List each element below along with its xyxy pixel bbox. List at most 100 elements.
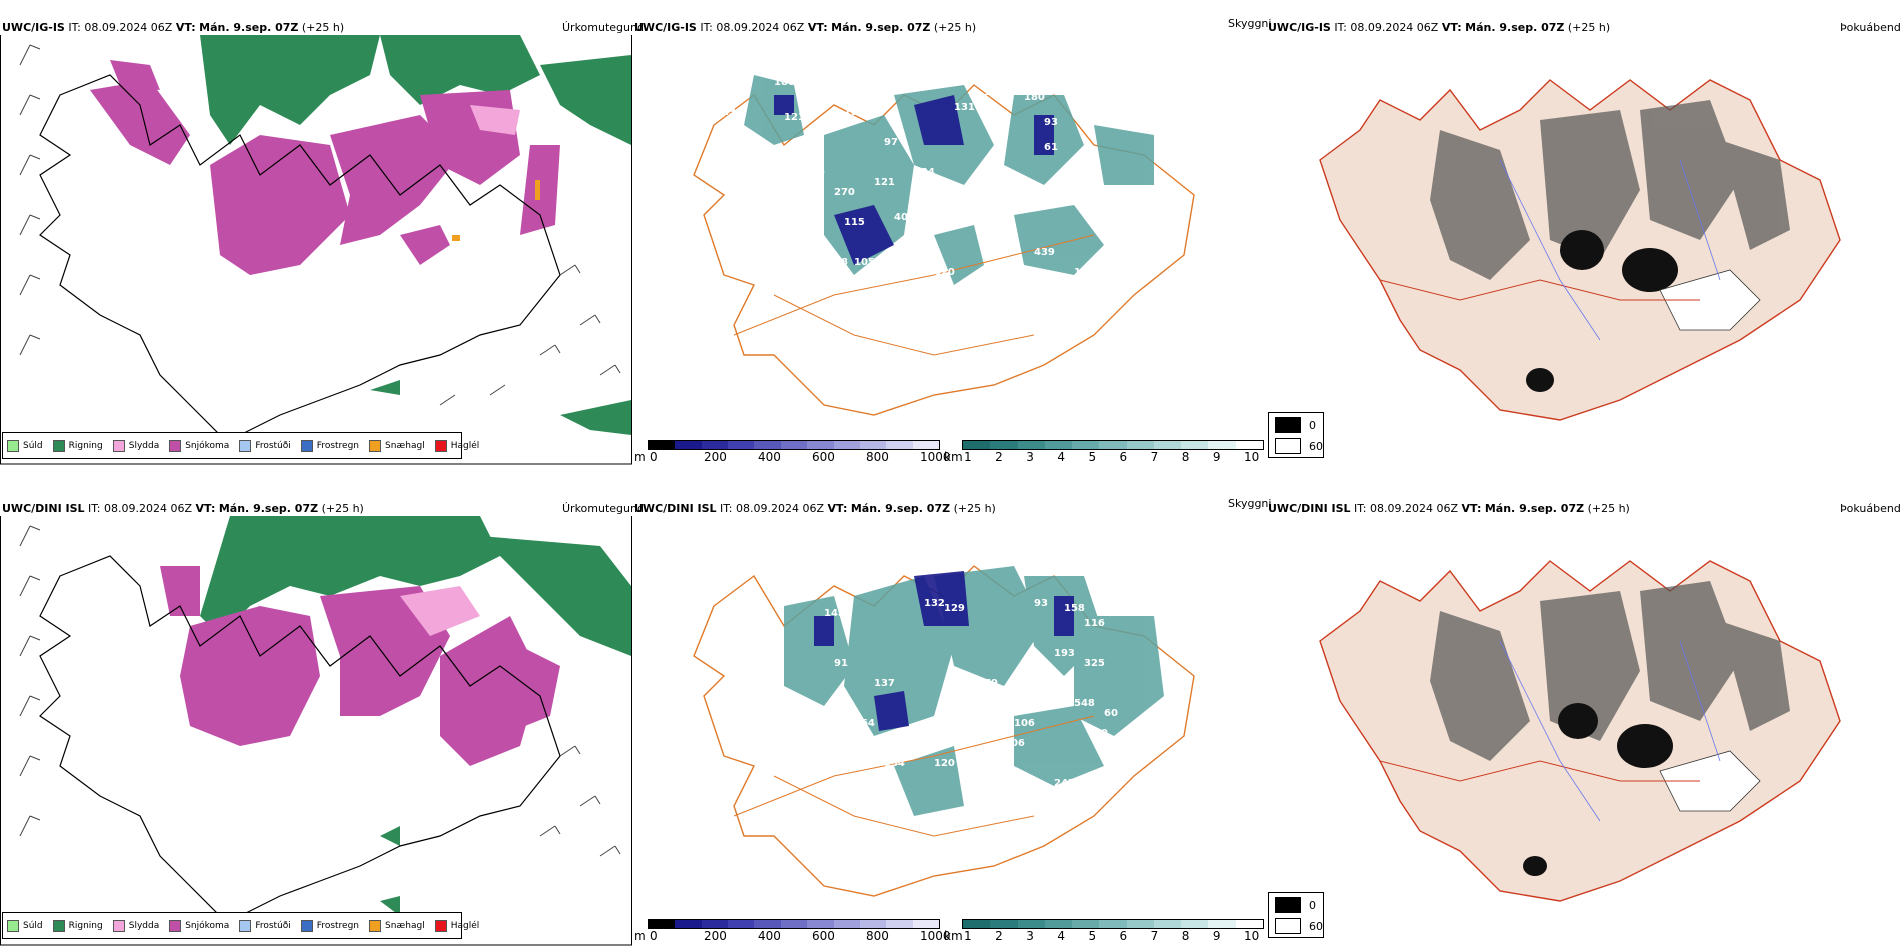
colorbar-tick: 7: [1150, 450, 1159, 464]
cloudbase-label: 106: [1014, 718, 1035, 729]
legend-item: Haglél: [434, 439, 479, 452]
cloudbase-label: 93: [1044, 117, 1058, 128]
legend-swatch: [434, 439, 447, 452]
colorbar-tick: 2: [995, 450, 1003, 464]
legend-label: Snjókoma: [185, 440, 230, 451]
colorbar-segment: [1235, 920, 1263, 928]
it-label: IT:: [68, 21, 81, 34]
fog-legend-swatch: [1275, 417, 1301, 433]
cloudbase-label: 824: [914, 167, 935, 178]
fog-header: UWC/DINI ISL IT: 08.09.2024 06Z VT: Mán.…: [1268, 502, 1630, 515]
legend-item: Rigning: [52, 919, 103, 932]
lead-time: (+25 h): [321, 502, 364, 515]
colorbar-segment: [1208, 441, 1236, 449]
cloudbase-label: 70: [1094, 728, 1108, 739]
cloudbase-label: 295: [1054, 177, 1075, 188]
cloudbase-colorbar: m 0 200 400 600 800 1000: [634, 919, 951, 947]
cloudbase-label: 91: [834, 658, 848, 669]
legend-label: Frostregn: [316, 440, 360, 451]
cloudbase-label: 129: [944, 603, 965, 614]
precip-title: Úrkomutegund: [562, 502, 644, 515]
legend-swatch: [369, 439, 382, 452]
colorbar-segment: [780, 920, 808, 928]
cloudbase-colorbar: m 0 200 400 600 800 1000: [634, 440, 951, 468]
legend-label: Rigning: [68, 440, 103, 451]
colorbar-segment: [728, 920, 755, 928]
cloudbase-label: 121: [874, 177, 895, 188]
colorbar-segment: [1181, 441, 1209, 449]
fog-legend-row: 60: [1275, 918, 1323, 934]
cloudbase-label: 325: [1084, 658, 1105, 669]
colorbar-segment: [1126, 920, 1154, 928]
colorbar-tick: 8: [1181, 450, 1190, 464]
legend-item: Súld: [7, 439, 43, 452]
colorbar-segment: [912, 920, 939, 928]
lead-time: (+25 h): [301, 21, 345, 34]
colorbar-segment: [1181, 920, 1209, 928]
cloudbase-label: 193: [994, 207, 1015, 218]
colorbar-segment: [1099, 441, 1127, 449]
colorbar-tick: 400: [758, 450, 781, 464]
colorbar-tick: 0: [650, 450, 658, 464]
vt-value: Mán. 9.sep. 07Z: [1465, 21, 1565, 34]
colorbar-segment: [649, 441, 676, 449]
cloudbase-label: 100: [984, 237, 1005, 248]
fog-header: UWC/IG-IS IT: 08.09.2024 06Z VT: Mán. 9.…: [1268, 21, 1610, 34]
cloudbase-label: 120: [934, 758, 955, 769]
legend-item: Súld: [7, 919, 43, 932]
colorbar-tick: 2: [995, 929, 1003, 943]
colorbar-segment: [886, 441, 913, 449]
colorbar-tick: 600: [812, 450, 835, 464]
precip-header: UWC/IG-IS IT: 08.09.2024 06Z VT: Mán. 9.…: [2, 21, 344, 34]
cloudbase-label: 23: [722, 107, 736, 118]
fog-legend-value: 0: [1309, 418, 1316, 432]
fog-legend-value: 60: [1309, 919, 1323, 933]
colorbar-segment: [859, 920, 887, 928]
colorbar-tick: 8: [1181, 929, 1190, 943]
vt-value: Mán. 9.sep. 07Z: [831, 21, 931, 34]
it-value: 08.09.2024 06Z: [1350, 21, 1439, 34]
it-label: IT:: [720, 502, 733, 515]
colorbar-segment: [701, 920, 729, 928]
colorbar-tick: 1000: [920, 450, 951, 464]
precip-map: [0, 516, 632, 946]
fog-title: Þokuábendi: [1840, 21, 1900, 34]
cloudbase-label: 104: [894, 242, 915, 253]
cloudbase-label: 180: [1024, 92, 1045, 103]
colorbar-segment: [675, 920, 702, 928]
colorbar-tick: 400: [758, 929, 781, 943]
fog-legend: 0 60: [1268, 412, 1324, 458]
fog-legend-swatch: [1275, 897, 1301, 913]
legend-swatch: [52, 439, 65, 452]
cloudbase-label: 193: [1054, 648, 1075, 659]
cloudbase-label: 154: [984, 87, 1005, 98]
visibility-colorbar: km 1 2 3 4 5 6 7 8 9 10: [944, 919, 1264, 947]
visibility-colorbar: km 1 2 3 4 5 6 7 8 9 10: [944, 440, 1264, 468]
lead-time: (+25 h): [953, 502, 996, 515]
colorbar-tick: 1: [964, 450, 972, 464]
precip-header: UWC/DINI ISL IT: 08.09.2024 06Z VT: Mán.…: [2, 502, 364, 515]
cloudbase-label: 186: [774, 77, 795, 88]
legend-swatch: [7, 919, 19, 932]
cloudbase-label: 514: [974, 768, 995, 779]
colorbar-tick: 200: [704, 450, 727, 464]
legend-item: Haglél: [434, 919, 479, 932]
precip-title: Úrkomutegund: [562, 21, 644, 34]
colorbar-segment: [728, 441, 755, 449]
precip-map: [0, 35, 632, 465]
colorbar-segment: [649, 920, 676, 928]
fog-legend-row: 0: [1275, 417, 1316, 433]
colorbar-tick: 10: [1244, 929, 1260, 943]
model-name: UWC/DINI ISL: [1268, 502, 1351, 515]
colorbar-segment: [963, 920, 991, 928]
cloudbase-label: 346: [804, 167, 825, 178]
cloudbase-label: 308: [1034, 808, 1055, 819]
colorbar-segment: [754, 920, 781, 928]
legend-swatch: [239, 439, 252, 452]
colorbar-segment: [859, 441, 887, 449]
lead-time: (+25 h): [1567, 21, 1611, 34]
precip-legend: Súld Rigning Slydda Snjókoma Frostúði Frostre…: [2, 912, 479, 939]
colorbar-tick: 5: [1088, 929, 1097, 943]
colorbar-segment: [1126, 441, 1154, 449]
cloudbase-label: 60: [1104, 708, 1118, 719]
